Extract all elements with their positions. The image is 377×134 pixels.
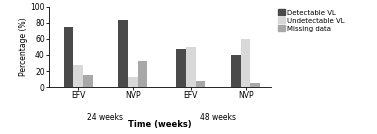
- Bar: [73, 65, 83, 87]
- Bar: [231, 55, 241, 87]
- Bar: [83, 75, 92, 87]
- Bar: [250, 83, 260, 87]
- Bar: [118, 20, 128, 87]
- Y-axis label: Percentage (%): Percentage (%): [18, 18, 28, 76]
- Text: 24 weeks: 24 weeks: [87, 113, 123, 122]
- Bar: [138, 61, 147, 87]
- Bar: [196, 81, 205, 87]
- X-axis label: Time (weeks): Time (weeks): [129, 120, 192, 129]
- Bar: [128, 77, 138, 87]
- Bar: [241, 39, 250, 87]
- Bar: [176, 49, 186, 87]
- Text: 48 weeks: 48 weeks: [200, 113, 236, 122]
- Bar: [186, 47, 196, 87]
- Legend: Detectable VL, Undetectable VL, Missing data: Detectable VL, Undetectable VL, Missing …: [277, 9, 346, 32]
- Bar: [63, 27, 73, 87]
